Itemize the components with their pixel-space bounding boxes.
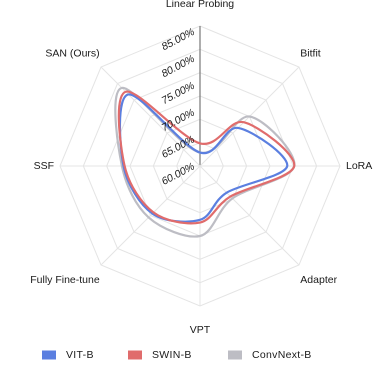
legend-label-vit-b: VIT-B [66, 349, 94, 361]
axis-labels: Linear Probing Bitfit LoRA Adapter VPT Fully … [30, 0, 372, 336]
axis-spoke-fully-fine-tune [100, 165, 201, 266]
axis-label-fully-fine-tune: Fully Fine-tune [30, 274, 100, 286]
axis-label-ssf: SSF [34, 160, 54, 172]
axis-label-lora: LoRA [346, 160, 372, 172]
axis-label-vpt: VPT [190, 324, 211, 336]
axis-label-linear-probing: Linear Probing [166, 0, 234, 10]
legend-label-swin-b: SWIN-B [152, 349, 192, 361]
axis-label-adapter: Adapter [300, 274, 337, 286]
radar-grid [59, 25, 341, 307]
axis-label-bitfit: Bitfit [300, 47, 321, 59]
axis-spoke-san-ours [100, 66, 201, 167]
tick-label: 85.00% [160, 26, 197, 53]
legend-swatch-swin-b [128, 350, 142, 360]
series-line-convnext-b [114, 86, 296, 238]
legend-swatch-vit-b [42, 350, 56, 360]
axis-spoke-adapter [199, 165, 300, 266]
legend-swatch-convnext-b [228, 350, 242, 360]
tick-label: 75.00% [160, 80, 197, 107]
series-line-vit-b [118, 93, 289, 223]
legend-label-convnext-b: ConvNext-B [252, 349, 312, 361]
radar-series [114, 86, 296, 238]
legend: VIT-B SWIN-B ConvNext-B [42, 349, 312, 361]
axis-label-san-ours: SAN (Ours) [45, 47, 99, 59]
series-line-swin-b [117, 90, 296, 225]
